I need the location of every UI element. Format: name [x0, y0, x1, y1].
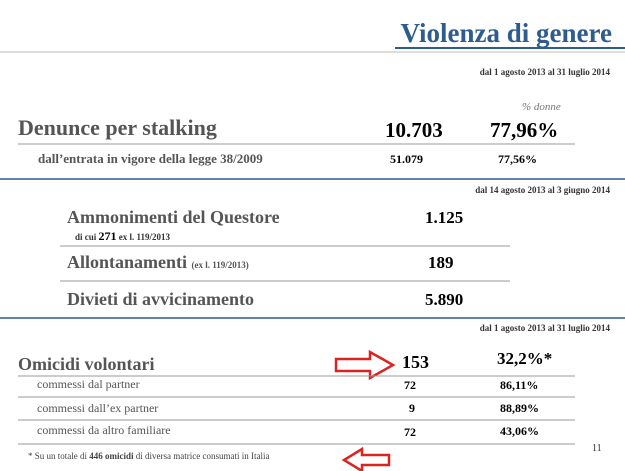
label-main: Allontanamenti — [67, 252, 187, 272]
note-prefix: di cui — [75, 232, 97, 242]
row-value: 51.079 — [390, 152, 423, 166]
row-value: 1.125 — [425, 208, 463, 227]
row-label: Divieti di avvicinamento — [67, 289, 254, 309]
title: Violenza di genere — [401, 18, 612, 48]
row-label: Ammonimenti del Questore — [67, 207, 280, 227]
row-label: Denunce per stalking — [18, 115, 217, 140]
row-label: Omicidi volontari — [18, 354, 155, 374]
row-share: 77,96% — [490, 118, 558, 142]
row-label: dall’entrata in vigore della legge 38/20… — [38, 151, 263, 166]
footnote-bold: 446 omicidi — [89, 451, 134, 461]
period: dal 1 agosto 2013 al 31 luglio 2014 — [480, 323, 611, 333]
row-share: 43,06% — [500, 424, 539, 438]
row-value: 5.890 — [425, 290, 463, 309]
row-value: 9 — [409, 401, 415, 415]
row-note: di cui 271 ex l. 119/2013 — [75, 229, 171, 243]
footnote: * Su un totale di 446 omicidi di diversa… — [28, 451, 269, 461]
row-value: 189 — [428, 253, 454, 272]
row-label: Allontanamenti (ex l. 119/2013) — [67, 252, 249, 272]
arrow — [334, 349, 396, 381]
period: dal 14 agosto 2013 al 3 giugno 2014 — [475, 185, 610, 195]
row-share: 86,11% — [500, 378, 538, 392]
note-suffix: ex l. 119/2013 — [119, 232, 171, 242]
row-value: 72 — [404, 378, 416, 392]
period: dal 1 agosto 2013 al 31 luglio 2014 — [480, 67, 611, 77]
row-share: 77,56% — [498, 152, 537, 166]
page-number: 11 — [592, 443, 602, 454]
label-qualifier: (ex l. 119/2013) — [192, 260, 249, 270]
row-label: commessi dal partner — [37, 377, 140, 391]
row-value: 72 — [404, 425, 416, 439]
row-label: commessi dall’ex partner — [37, 401, 158, 415]
footnote-suffix: di diversa matrice consumati in Italia — [136, 451, 270, 461]
footnote-prefix: * Su un totale di — [28, 451, 87, 461]
row-label: commessi da altro familiare — [37, 423, 171, 437]
note-number: 271 — [99, 229, 117, 243]
row-value: 10.703 — [385, 118, 443, 142]
row-share: 88,89% — [500, 401, 539, 415]
row-value: 153 — [402, 352, 429, 372]
column-header: % donne — [522, 101, 561, 113]
row-share: 32,2%* — [497, 349, 552, 368]
arrow — [341, 446, 391, 471]
